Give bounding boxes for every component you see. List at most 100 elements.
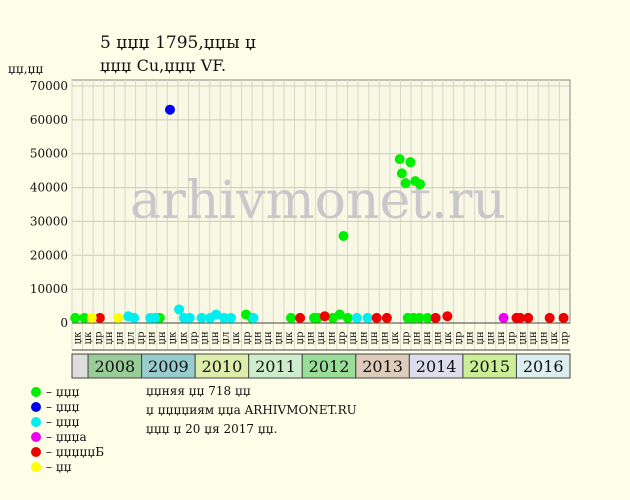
legend-marker [31, 387, 41, 397]
y-tick-label: 20000 [30, 248, 68, 262]
month-label: џк [443, 331, 454, 345]
month-label: џн [358, 331, 369, 345]
month-label: џн [115, 331, 126, 345]
month-label: џр [295, 332, 306, 345]
point [248, 312, 259, 323]
year-cell [248, 353, 303, 379]
y-tick-label: 10000 [30, 282, 68, 296]
point [515, 312, 526, 323]
year-cell [301, 353, 357, 379]
month-label: џр [242, 332, 253, 345]
year-label: 2010 [202, 357, 243, 376]
month-label: џр [454, 332, 465, 345]
month-label: џр [189, 332, 200, 345]
legend-marker [31, 402, 41, 412]
legend-label: – џџџ [46, 400, 80, 414]
point [94, 312, 105, 323]
chart-subtitle: џџџ Cu,џџџ VF. [100, 56, 226, 75]
point [174, 304, 185, 315]
month-label: џн [210, 331, 221, 345]
month-label: џн [146, 331, 157, 345]
point [422, 312, 433, 323]
month-label: џк [231, 331, 242, 345]
year-label: 2008 [94, 357, 135, 376]
month-label: џн [274, 331, 285, 345]
year-label: 2011 [255, 357, 296, 376]
point [211, 309, 222, 320]
legend-marker [31, 462, 41, 472]
point [558, 312, 569, 323]
month-label: џл [125, 332, 136, 345]
month-label: џр [401, 332, 412, 345]
month-label: џн [528, 331, 539, 345]
month-label: џн [539, 331, 550, 345]
legend-marker [31, 432, 41, 442]
point [396, 168, 407, 179]
month-label: џр [93, 332, 104, 345]
year-cell [87, 353, 143, 379]
month-label: џн [369, 331, 380, 345]
month-label: џн [305, 331, 316, 345]
y-tick-label: 70000 [30, 79, 68, 93]
month-label: џк [83, 331, 94, 345]
point [79, 312, 90, 323]
legend-marker [31, 417, 41, 427]
year-label: 2009 [148, 357, 189, 376]
month-label: џн [496, 331, 507, 345]
year-cell [355, 353, 410, 379]
y-tick-label: 0 [60, 316, 68, 330]
point [219, 312, 230, 323]
month-label: џн [433, 331, 444, 345]
month-label: џн [327, 331, 338, 345]
month-label: џк [549, 331, 560, 345]
year-cell [141, 353, 196, 379]
point [394, 154, 405, 165]
month-label: џк [168, 331, 179, 345]
year-cell [71, 353, 89, 379]
month-label: џн [199, 331, 210, 345]
point [381, 312, 392, 323]
point [342, 312, 353, 323]
chart-title: 5 џџџ 1795,џџы џ [100, 33, 256, 53]
month-label: џк [178, 331, 189, 345]
month-label: џр [337, 332, 348, 345]
month-label: џн [422, 331, 433, 345]
point [442, 311, 453, 322]
point [430, 312, 441, 323]
month-label: џк [390, 331, 401, 345]
watermark: arhivmonet.ru [130, 171, 506, 231]
month-label: џн [104, 331, 115, 345]
legend-label: – џџџ [46, 385, 80, 399]
legend-marker [31, 447, 41, 457]
y-tick-label: 50000 [30, 147, 68, 161]
point [319, 311, 330, 322]
year-cell [462, 353, 517, 379]
month-label: џн [411, 331, 422, 345]
point [338, 230, 349, 241]
month-label: џл [221, 332, 232, 345]
legend-label: – џџџа [46, 430, 87, 444]
point [70, 312, 81, 323]
month-label: џр [136, 332, 147, 345]
point [164, 104, 175, 115]
y-tick-label: 40000 [30, 181, 68, 195]
point [400, 178, 411, 189]
y-tick-label: 30000 [30, 214, 68, 228]
point [414, 312, 425, 323]
point [196, 312, 207, 323]
plot-area [71, 79, 571, 324]
legend-label: – џџџџџБ [46, 445, 104, 459]
point [415, 179, 426, 190]
note: џ џџџџиям џџа ARHIVMONET.RU [146, 403, 357, 417]
legend-label: – џџџ [46, 415, 80, 429]
month-label: џн [263, 331, 274, 345]
note: џџџ џ 20 џя 2017 џџ. [146, 422, 277, 436]
point [351, 312, 362, 323]
month-label: џн [316, 331, 327, 345]
legend-label: – џџ [46, 460, 72, 474]
year-label: 2016 [523, 357, 564, 376]
month-label: џн [380, 331, 391, 345]
note: џџняя џџ 718 џџ [146, 384, 251, 398]
month-label: џр [560, 332, 571, 345]
year-cell [194, 353, 250, 379]
